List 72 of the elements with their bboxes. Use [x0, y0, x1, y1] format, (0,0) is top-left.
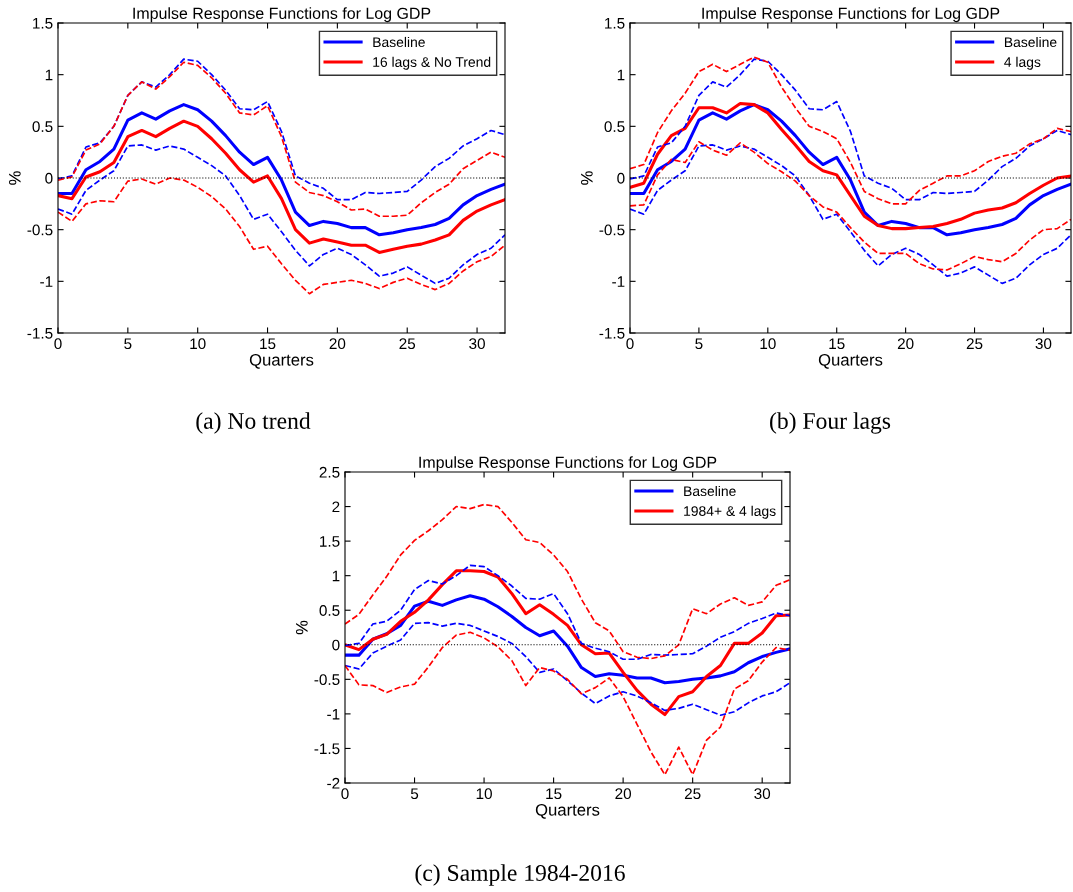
chart-title: Impulse Response Functions for Log GDP	[133, 7, 431, 23]
y-tick-label: -0.5	[27, 224, 53, 236]
line-series	[58, 177, 505, 295]
x-tick-label: 20	[897, 338, 914, 350]
x-tick-label: 30	[754, 788, 771, 800]
text: (a) No trend	[196, 412, 311, 434]
text: (c) Sample 1984-2016	[415, 864, 625, 886]
line-series	[58, 103, 505, 237]
y-tick-label: -0.5	[314, 674, 340, 686]
line-series	[345, 631, 790, 776]
legend-label: Baseline	[373, 36, 425, 48]
y-tick-label: -2	[327, 777, 340, 789]
y-tick-label: -1.5	[314, 743, 340, 755]
y-tick-label: 1	[45, 69, 53, 81]
line-series	[345, 569, 790, 717]
chart-title: Impulse Response Functions for Log GDP	[419, 456, 717, 472]
x-tick-label: 10	[476, 788, 492, 800]
y-tick-label: 0.5	[319, 605, 340, 616]
y-axis-title: %	[581, 171, 593, 185]
x-tick-label: 20	[329, 338, 346, 350]
y-tick-label: 1	[617, 69, 625, 81]
x-tick-label: 25	[399, 338, 416, 350]
x-tick-label: 25	[684, 788, 701, 800]
y-tick-label: 2	[332, 501, 340, 513]
line-series	[345, 564, 790, 661]
x-axis-title: Quarters	[249, 353, 314, 369]
y-tick-label: 0.5	[604, 121, 625, 133]
x-tick-label: 25	[966, 338, 983, 350]
x-tick-label: 20	[615, 788, 632, 800]
x-axis-title: Quarters	[818, 353, 883, 369]
line-series	[58, 119, 505, 254]
line-series	[345, 503, 790, 660]
x-tick-label: 0	[54, 338, 62, 350]
y-tick-label: 0	[617, 172, 625, 184]
chart-title: Impulse Response Functions for Log GDP	[702, 7, 1000, 23]
y-tick-label: 1.5	[320, 536, 340, 547]
line-series	[58, 144, 505, 285]
y-tick-label: -1.5	[27, 328, 53, 339]
text: (b) Four lags	[770, 412, 891, 434]
y-tick-label: -1	[40, 276, 53, 287]
legend-label: Baseline	[1004, 36, 1057, 48]
y-tick-label: 1	[332, 570, 340, 582]
y-tick-label: -1	[327, 708, 340, 720]
y-tick-label: 1.5	[33, 18, 53, 29]
x-tick-label: 5	[695, 338, 703, 350]
x-tick-label: 10	[760, 338, 776, 350]
x-tick-label: 15	[260, 338, 276, 350]
x-tick-label: 15	[829, 338, 845, 350]
y-tick-label: -0.5	[599, 224, 625, 236]
y-axis-title: %	[296, 620, 308, 635]
legend-label: 1984+ & 4 lags	[684, 505, 776, 519]
x-tick-label: 5	[124, 338, 132, 350]
y-tick-label: 0.5	[32, 121, 53, 133]
legend-label: 16 lags & No Trend	[373, 56, 491, 70]
y-tick-label: 1.5	[605, 18, 625, 29]
legend-label: 4 lags	[1004, 56, 1041, 70]
y-tick-label: 0	[332, 639, 340, 651]
y-tick-label: -1.5	[599, 328, 625, 339]
x-tick-label: 10	[190, 338, 206, 350]
y-tick-label: 2.5	[319, 466, 340, 478]
x-tick-label: 30	[1035, 338, 1052, 350]
y-tick-label: -1	[612, 276, 625, 287]
x-tick-label: 15	[546, 788, 562, 800]
legend-label: Baseline	[684, 485, 736, 497]
x-tick-label: 30	[469, 338, 485, 350]
x-axis-title: Quarters	[535, 803, 600, 819]
x-tick-label: 0	[341, 788, 349, 800]
y-tick-label: 0	[45, 172, 53, 184]
line-series	[345, 621, 790, 717]
y-axis-title: %	[9, 171, 21, 185]
x-tick-label: 0	[626, 338, 634, 350]
x-tick-label: 5	[410, 788, 419, 800]
